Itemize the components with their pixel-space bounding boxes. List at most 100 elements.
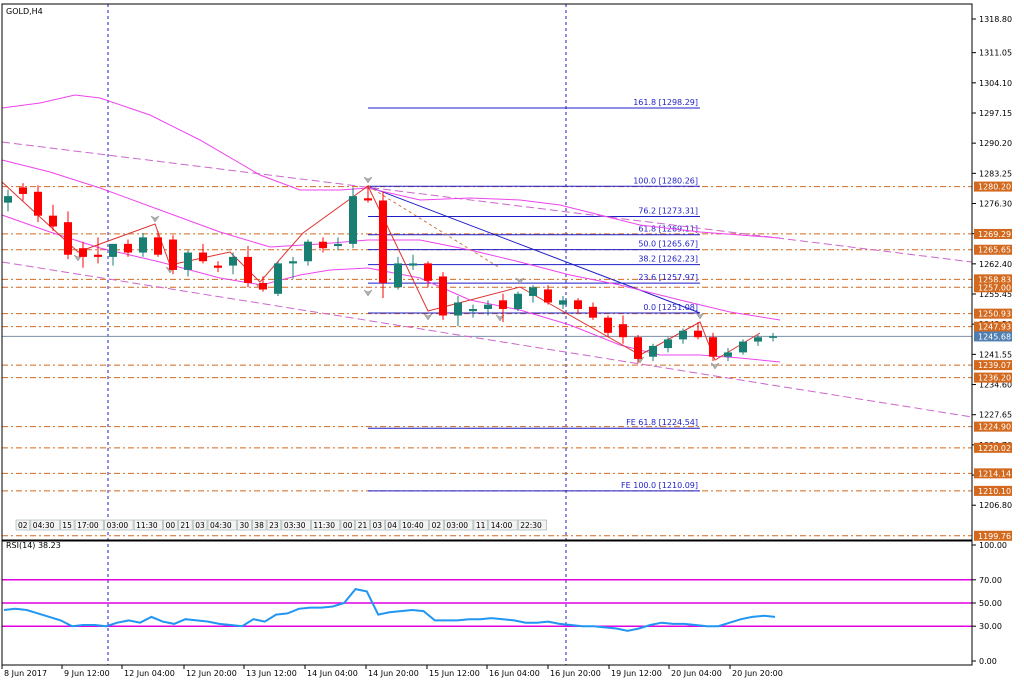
candle[interactable] (214, 261, 222, 273)
trend-channel-upper (1, 141, 973, 263)
y-tick-label: 1227.65 (979, 411, 1012, 420)
current-price-label: 1245.68 (978, 332, 1011, 341)
candle[interactable] (679, 328, 687, 344)
candle[interactable] (4, 189, 12, 212)
candle-body (559, 300, 567, 305)
candle[interactable] (199, 243, 207, 264)
candle[interactable] (244, 246, 252, 288)
session-label: 03:00 (446, 521, 468, 530)
candle[interactable] (49, 204, 57, 231)
candle[interactable] (349, 187, 357, 249)
candle[interactable] (289, 256, 297, 279)
price-level-label: 1220.02 (978, 444, 1011, 453)
candle[interactable] (724, 348, 732, 362)
candle[interactable] (184, 250, 192, 277)
candle[interactable] (124, 239, 132, 257)
candle[interactable] (559, 295, 567, 309)
x-tick-label: 15 Jun 12:00 (429, 669, 480, 678)
candle[interactable] (364, 185, 372, 203)
y-tick-label: 1262.40 (979, 260, 1012, 269)
session-label: 11:30 (313, 521, 335, 530)
candle[interactable] (379, 191, 387, 299)
candle-body (739, 341, 747, 353)
candle[interactable] (424, 261, 432, 288)
session-tag (281, 519, 311, 531)
candle-body (454, 302, 462, 316)
candle[interactable] (319, 237, 327, 253)
fractal-arrow-icon (363, 176, 373, 184)
candle[interactable] (439, 272, 447, 320)
fib-level-label: 38.2 [1262.23] (638, 255, 698, 264)
candle-body (109, 243, 117, 257)
candle[interactable] (634, 335, 642, 364)
candle[interactable] (574, 298, 582, 314)
candle[interactable] (694, 322, 702, 340)
candle-body (769, 336, 777, 338)
candle[interactable] (664, 337, 672, 353)
main-plot-frame (1, 3, 973, 541)
x-tick-label: 9 Jun 12:00 (64, 669, 110, 678)
candle[interactable] (739, 339, 747, 355)
grid-layer (107, 4, 567, 665)
price-level-tag (974, 360, 1012, 371)
candles-layer[interactable] (4, 183, 777, 364)
session-label: 03 (373, 521, 383, 530)
candle[interactable] (454, 295, 462, 327)
candle-body (694, 330, 702, 338)
candle[interactable] (229, 252, 237, 275)
candle[interactable] (544, 285, 552, 305)
session-label: 04:30 (210, 521, 232, 530)
session-tag (517, 519, 548, 531)
candle[interactable] (709, 332, 717, 362)
candle[interactable] (619, 315, 627, 344)
candle[interactable] (604, 315, 612, 338)
candle[interactable] (469, 304, 477, 318)
candle[interactable] (334, 237, 342, 251)
session-tag (30, 519, 60, 531)
candle[interactable] (139, 233, 147, 257)
fibonacci-layer: 161.8 [1298.29] 100.0 [1280.26] 76.2 [1273… (367, 98, 701, 492)
candle-body (604, 317, 612, 333)
price-level-label: 1224.90 (978, 423, 1011, 432)
candle-body (424, 263, 432, 281)
candle[interactable] (304, 239, 312, 266)
candle[interactable] (169, 235, 177, 275)
fib-level-label: 50.0 [1265.67] (638, 240, 698, 249)
candle[interactable] (19, 183, 27, 201)
candle[interactable] (754, 335, 762, 346)
candle[interactable] (79, 241, 87, 268)
candle[interactable] (259, 276, 267, 292)
session-tag (207, 519, 237, 531)
price-level-label: 1258.83 (978, 275, 1011, 284)
candle[interactable] (109, 243, 117, 266)
candle-body (634, 337, 642, 359)
candle[interactable] (64, 211, 72, 260)
candle[interactable] (394, 256, 402, 290)
fractal-arrow-icon (710, 362, 720, 370)
rsi-series-line (3, 587, 776, 632)
price-level-label: 1236.20 (978, 374, 1011, 383)
candle[interactable] (409, 254, 417, 270)
price-level-tag (974, 282, 1012, 293)
session-tag (473, 519, 488, 531)
session-label: 15 (62, 521, 72, 530)
candle[interactable] (529, 285, 537, 303)
candle[interactable] (274, 261, 282, 296)
candle[interactable] (154, 230, 162, 257)
y-tick-label: 1206.80 (979, 501, 1012, 510)
candle[interactable] (499, 293, 507, 323)
fib-level-label: 23.6 [1257.97] (638, 273, 698, 282)
candle-body (589, 306, 597, 318)
x-tick-label: 12 Jun 04:00 (124, 669, 175, 678)
candle[interactable] (484, 300, 492, 316)
candle[interactable] (589, 302, 597, 320)
session-tag (370, 519, 385, 531)
candle[interactable] (769, 332, 777, 342)
candle[interactable] (514, 291, 522, 312)
candle[interactable] (34, 185, 42, 223)
session-tag (488, 519, 518, 531)
candle-body (49, 215, 57, 227)
candle[interactable] (94, 237, 102, 264)
candle[interactable] (649, 343, 657, 362)
